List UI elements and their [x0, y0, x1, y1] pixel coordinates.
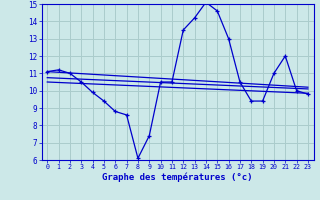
X-axis label: Graphe des températures (°c): Graphe des températures (°c): [102, 173, 253, 182]
